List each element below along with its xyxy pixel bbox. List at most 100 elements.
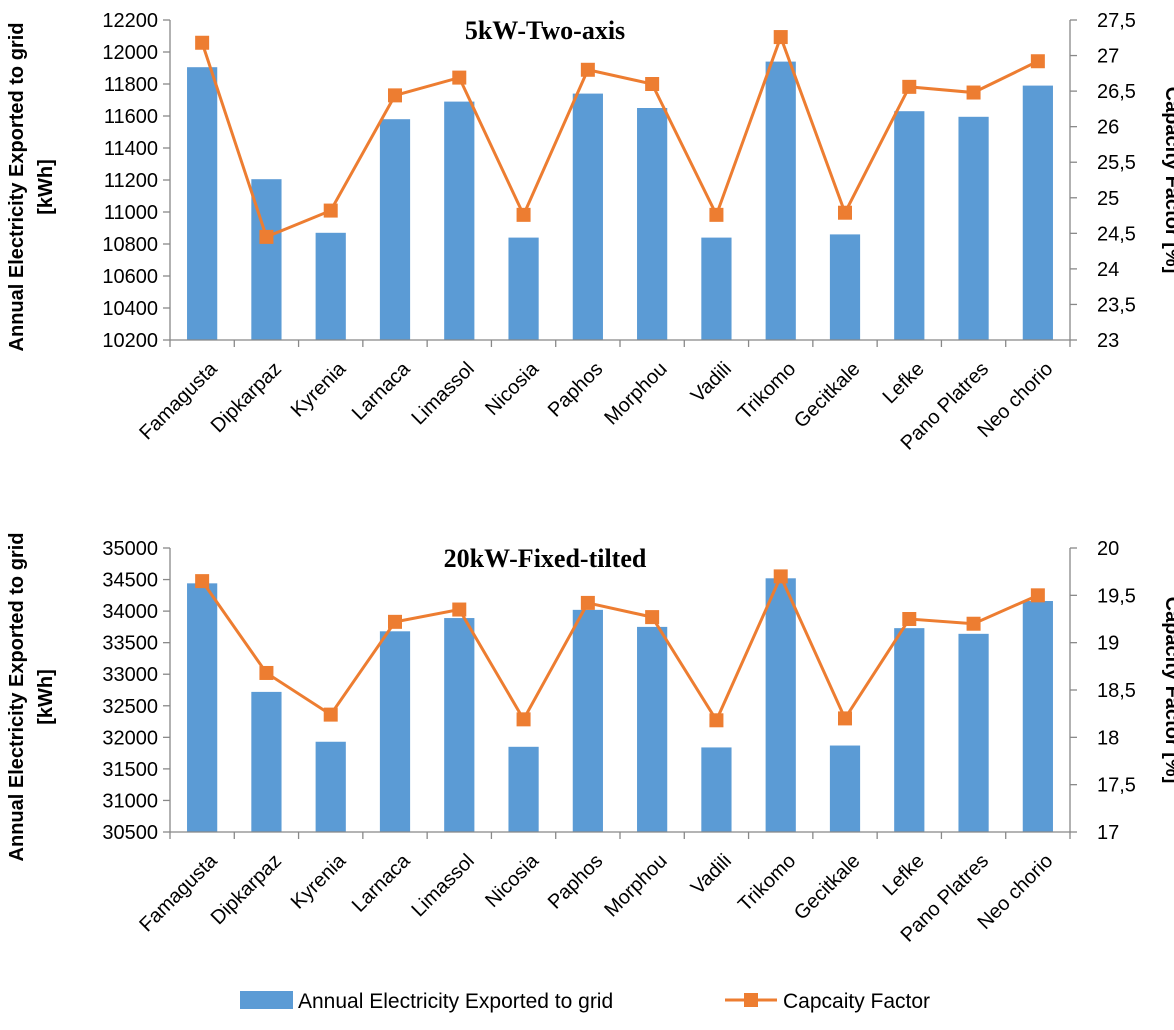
capacity-factor-marker — [645, 77, 660, 91]
bar-limassol — [444, 618, 475, 832]
y-tick-label: 33000 — [102, 664, 158, 686]
chart-2: 30500 31000 31500 32000 32500 33000 33500 34000… — [6, 533, 1174, 947]
capacity-factor-marker — [452, 70, 467, 85]
bar-paphos — [572, 93, 603, 340]
chart-1: 10200 10400 10600 10800 11000 11200 11400 11600… — [6, 10, 1174, 455]
capacity-factor-marker — [388, 88, 402, 103]
y2-tick-label: 20 — [1097, 538, 1119, 560]
y-axis-label: Annual Electricity Exported to grid — [6, 533, 28, 862]
x-category-label: Larnaca — [348, 357, 415, 424]
y-tick-label: 12200 — [102, 10, 158, 32]
bar-neo-chorio — [1022, 85, 1053, 340]
y-axis-label: Annual Electricity Exported to grid — [6, 23, 28, 352]
bar-trikomo — [765, 578, 796, 832]
bar-pano-platres — [958, 116, 989, 340]
y-tick-label: 33500 — [102, 633, 158, 655]
capacity-factor-marker — [902, 612, 917, 626]
y2-tick-label: 24,5 — [1097, 223, 1136, 245]
capacity-factor-marker — [838, 205, 852, 220]
y-axis-label-unit: [kWh] — [35, 669, 57, 725]
capacity-factor-marker — [195, 574, 210, 589]
capacity-factor-marker — [838, 711, 852, 726]
bar-nicosia — [508, 237, 539, 340]
y2-tick-label: 24 — [1097, 259, 1119, 281]
capacity-factor-marker — [516, 712, 531, 727]
legend-bar-swatch — [240, 991, 293, 1009]
bar-lefke — [894, 628, 925, 832]
chart-title: 5kW-Two-axis — [465, 16, 625, 45]
x-category-label: Gecitkale — [790, 850, 865, 925]
y-tick-label: 10600 — [102, 266, 158, 288]
y2-tick-label: 19 — [1097, 633, 1119, 655]
capacity-factor-marker — [516, 207, 531, 222]
legend-line-label: Capcaity Factor — [783, 990, 930, 1013]
capacity-factor-line — [200, 32, 1039, 239]
y-tick-label: 31500 — [102, 759, 158, 781]
capacity-factor-marker — [259, 665, 274, 680]
legend-bar-label: Annual Electricity Exported to grid — [298, 990, 613, 1013]
y2-tick-label: 27 — [1097, 46, 1119, 68]
capacity-factor-marker — [323, 707, 338, 722]
capacity-factor-marker — [452, 602, 467, 617]
x-category-label: Gecitkale — [790, 358, 865, 433]
x-category-label: Morphou — [600, 850, 671, 921]
x-category-label: Kyrenia — [287, 357, 351, 421]
bar-larnaca — [379, 631, 411, 832]
capacity-factor-marker — [645, 610, 660, 625]
x-category-label: Dipkarpaz — [207, 358, 286, 437]
capacity-factor-marker — [709, 713, 724, 728]
capacity-factor-line — [200, 572, 1039, 724]
legend-line-marker — [744, 993, 758, 1007]
y-tick-label: 34500 — [102, 570, 158, 592]
x-category-label: Paphos — [544, 358, 608, 422]
x-category-label: Limassol — [407, 850, 478, 921]
bar-gecitkale — [829, 745, 861, 832]
capacity-factor-marker — [1030, 588, 1045, 603]
y2-axis-label: Capacity Factor [%] — [1161, 597, 1174, 784]
y-tick-label: 32500 — [102, 696, 158, 718]
legend: Annual Electricity Exported to grid Capca… — [240, 990, 930, 1013]
y-tick-label: 32000 — [102, 727, 158, 749]
y2-axis-label: Capacity Factor [%] — [1161, 87, 1174, 274]
x-category-label: Famagusta — [135, 849, 222, 936]
y-tick-label: 30500 — [102, 822, 158, 844]
y-tick-label: 11800 — [104, 74, 158, 96]
bar-pano-platres — [958, 633, 989, 832]
x-category-label: Larnaca — [348, 849, 415, 916]
bar-vadili — [701, 747, 732, 832]
x-category-label: Lefke — [879, 850, 929, 900]
y-tick-label: 12000 — [102, 42, 158, 64]
y2-tick-label: 25 — [1097, 188, 1119, 210]
y-axis-label-unit: [kWh] — [35, 159, 57, 215]
bar-gecitkale — [829, 234, 861, 340]
x-category-label: Trikomo — [734, 358, 800, 424]
y-tick-label: 35000 — [102, 538, 158, 560]
chart-title: 20kW-Fixed-tilted — [444, 544, 647, 573]
x-category-label: Nicosia — [481, 849, 544, 912]
y2-tick-label: 26 — [1097, 117, 1119, 139]
capacity-factor-marker — [580, 595, 595, 610]
capacity-factor-marker — [773, 569, 788, 584]
bar-kyrenia — [315, 741, 346, 832]
bar-dipkarpaz — [251, 691, 282, 832]
capacity-factor-marker — [966, 85, 981, 100]
x-category-label: Nicosia — [481, 357, 544, 420]
x-category-label: Trikomo — [734, 850, 800, 916]
y-tick-label: 11000 — [104, 202, 158, 224]
bar-kyrenia — [315, 232, 346, 340]
bar-lefke — [894, 111, 925, 340]
x-category-label: Limassol — [407, 358, 478, 429]
bar-morphou — [637, 108, 668, 340]
y2-tick-label: 18 — [1097, 727, 1119, 749]
y-tick-label: 10400 — [102, 298, 158, 320]
capacity-factor-marker — [388, 614, 402, 629]
x-category-label: Paphos — [544, 850, 608, 914]
x-category-label: Famagusta — [135, 357, 222, 444]
capacity-factor-marker — [259, 229, 274, 244]
capacity-factor-marker — [323, 203, 338, 218]
x-category-label: Kyrenia — [287, 849, 351, 913]
bar-famagusta — [187, 67, 218, 340]
x-category-label: Dipkarpaz — [207, 850, 286, 929]
bar-trikomo — [765, 61, 796, 340]
